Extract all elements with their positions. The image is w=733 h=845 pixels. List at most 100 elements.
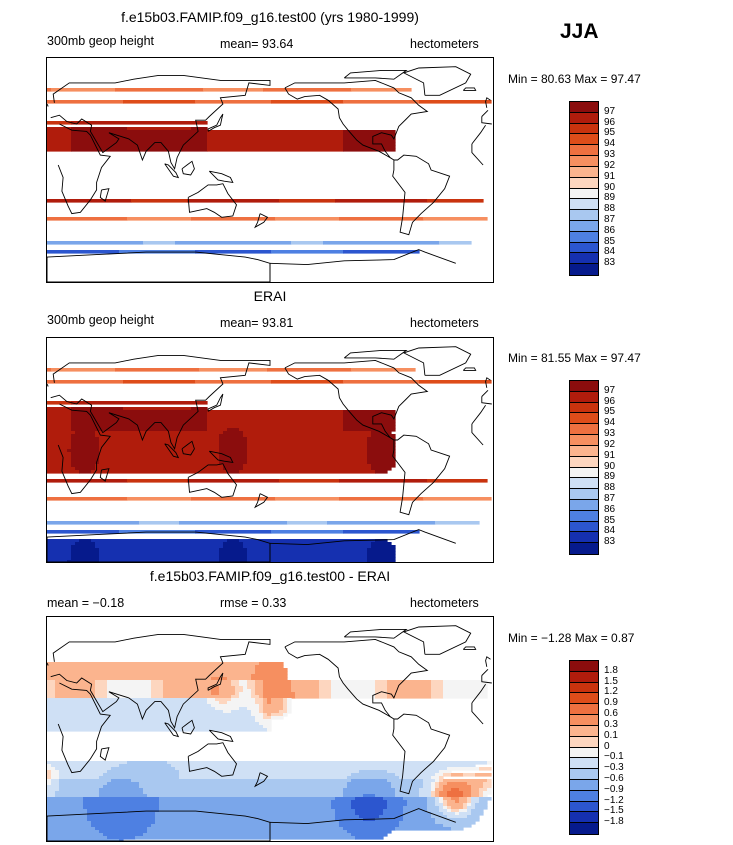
contour-fill — [431, 695, 444, 699]
contour-fill — [463, 791, 472, 795]
contour-fill — [267, 713, 272, 717]
contour-fill — [47, 545, 72, 549]
contour-fill — [435, 785, 440, 789]
contour-fill — [255, 689, 264, 693]
coastline — [481, 396, 492, 405]
contour-fill — [271, 701, 284, 705]
contour-fill — [59, 782, 108, 786]
coastline — [481, 109, 489, 117]
contour-fill — [207, 701, 220, 705]
coastline — [471, 124, 486, 145]
colorbar-tick-label: −1.8 — [604, 816, 624, 828]
contour-fill — [319, 692, 332, 696]
contour-fill — [487, 779, 492, 783]
contour-fill — [431, 782, 436, 786]
contour-fill — [59, 788, 100, 792]
colorbar-tick-label: −1.2 — [604, 794, 624, 806]
contour-fill — [151, 683, 164, 687]
contour-fill — [47, 683, 56, 687]
contour-fill — [223, 431, 244, 435]
contour-fill — [423, 782, 432, 786]
contour-fill — [259, 710, 264, 714]
contour-fill — [375, 680, 388, 684]
contour-fill — [47, 428, 72, 432]
contour-fill — [391, 785, 424, 789]
contour-fill — [431, 788, 436, 792]
colorbar-swatch — [570, 467, 598, 479]
contour-fill — [195, 250, 272, 254]
contour-fill — [383, 809, 404, 813]
contour-fill — [55, 692, 96, 696]
contour-fill — [343, 413, 396, 417]
contour-fill — [47, 668, 256, 672]
contour-fill — [47, 542, 76, 546]
contour-fill — [419, 380, 492, 384]
contour-fill — [47, 401, 72, 405]
contour-fill — [99, 437, 220, 441]
contour-fill — [255, 680, 264, 684]
coastline — [392, 154, 451, 236]
contour-fill — [251, 713, 264, 717]
season-label: JJA — [560, 20, 599, 43]
contour-fill — [71, 416, 208, 420]
contour-fill — [203, 88, 264, 92]
colorbar-swatch — [570, 413, 598, 425]
contour-fill — [343, 530, 420, 534]
contour-fill — [251, 692, 256, 696]
contour-fill — [247, 707, 260, 711]
contour-fill — [447, 806, 452, 810]
panel-2-units-label: hectometers — [410, 316, 479, 330]
contour-fill — [255, 692, 264, 696]
contour-fill — [459, 797, 468, 801]
contour-fill — [47, 797, 84, 801]
contour-fill — [219, 452, 248, 456]
contour-fill — [367, 551, 396, 555]
contour-fill — [259, 662, 284, 666]
contour-fill — [471, 809, 484, 813]
contour-fill — [343, 428, 396, 432]
contour-fill — [375, 686, 388, 690]
contour-fill — [47, 800, 84, 804]
contour-fill — [383, 797, 404, 801]
contour-fill — [47, 121, 72, 125]
contour-fill — [47, 806, 84, 810]
colorbar-swatch — [570, 231, 598, 243]
contour-fill — [403, 806, 428, 810]
contour-fill — [291, 689, 320, 693]
contour-fill — [99, 452, 220, 456]
contour-fill — [47, 707, 216, 711]
contour-fill — [71, 425, 208, 429]
contour-fill — [99, 554, 220, 558]
panel-3-minmax: Min = −1.28 Max = 0.87 — [508, 631, 635, 645]
contour-fill — [47, 698, 208, 702]
contour-fill — [71, 127, 128, 131]
contour-fill — [151, 695, 164, 699]
colorbar-tick-label: 95 — [604, 406, 616, 418]
contour-fill — [51, 770, 60, 774]
contour-fill — [47, 716, 256, 720]
contour-fill — [239, 470, 376, 474]
contour-fill — [47, 824, 92, 828]
contour-fill — [443, 788, 452, 792]
contour-fill — [47, 701, 208, 705]
contour-fill — [47, 133, 72, 137]
colorbar-swatch — [570, 123, 598, 135]
contour-fill — [47, 410, 72, 414]
contour-fill — [259, 704, 264, 708]
contour-fill — [247, 449, 368, 453]
contour-fill — [147, 827, 344, 831]
contour-fill — [239, 683, 248, 687]
contour-fill — [287, 698, 292, 702]
contour-fill — [235, 686, 244, 690]
coastline — [254, 493, 269, 509]
coastline — [254, 772, 269, 788]
contour-fill — [399, 824, 444, 828]
colorbar-swatch — [570, 445, 598, 457]
contour-fill — [107, 686, 152, 690]
contour-fill — [71, 407, 124, 411]
contour-fill — [47, 794, 56, 798]
contour-fill — [159, 800, 332, 804]
contour-fill — [291, 683, 320, 687]
contour-fill — [75, 431, 96, 435]
contour-fill — [239, 680, 248, 684]
